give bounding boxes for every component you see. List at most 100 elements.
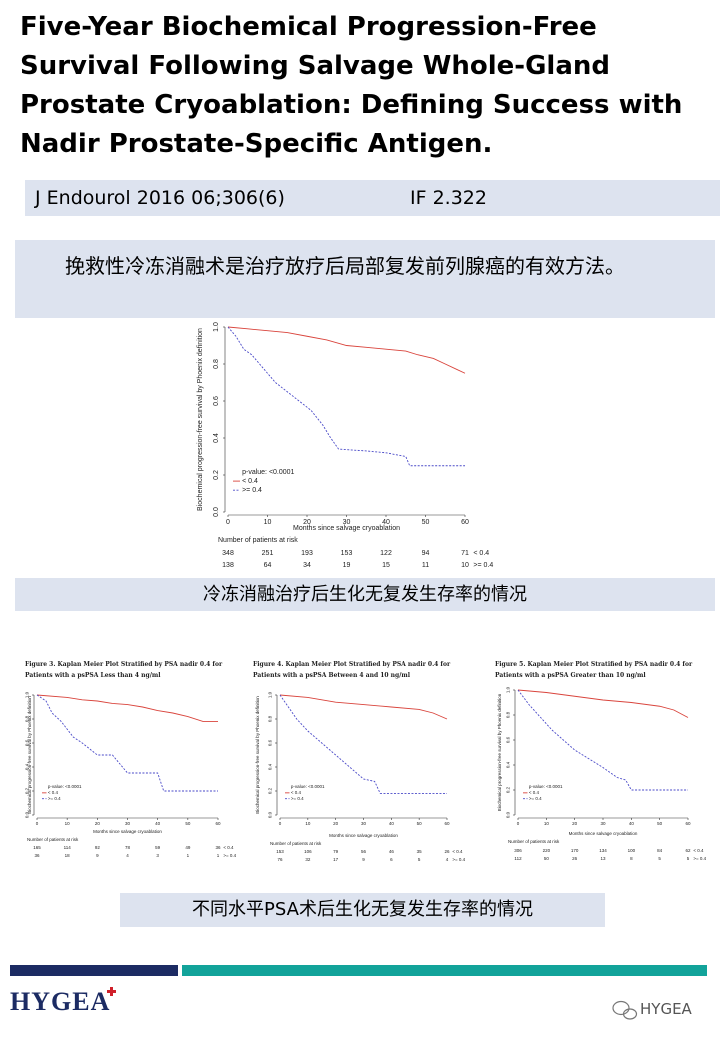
risk-value: 15 — [382, 562, 390, 569]
risk-title: Number of patients at risk — [270, 841, 322, 846]
legend-label: >= 0.4 — [242, 487, 262, 494]
risk-value: 94 — [422, 550, 430, 557]
x-tick-label: 0 — [36, 821, 39, 826]
summary: 挽救性冷冻消融术是治疗放疗后局部复发前列腺癌的有效方法。 — [15, 240, 715, 318]
x-tick-label: 30 — [361, 821, 367, 826]
x-axis-label: Months since salvage cryoablation — [93, 829, 162, 834]
risk-label: < 0.4 — [693, 848, 704, 853]
y-tick-label: 0.2 — [25, 787, 30, 794]
risk-value: 165 — [33, 845, 41, 850]
x-tick-label: 10 — [65, 821, 71, 826]
risk-value: 26 — [572, 856, 578, 861]
risk-value: 79 — [333, 849, 339, 854]
risk-value: 5 — [687, 856, 690, 861]
risk-value: 62 — [685, 848, 691, 853]
survival-curve — [36, 694, 218, 722]
y-tick-label: 0.4 — [213, 433, 220, 443]
title: Five-Year Biochemical Progression-Free S… — [20, 12, 683, 159]
risk-value: 26 — [444, 849, 450, 854]
y-tick-label: 0.0 — [268, 811, 273, 818]
risk-value: 100 — [628, 848, 636, 853]
risk-value: 64 — [264, 562, 272, 569]
logo: HYGEA — [10, 987, 111, 1016]
risk-value: 9 — [362, 857, 365, 862]
y-tick-label: 0.0 — [506, 811, 511, 818]
risk-value: 35 — [417, 849, 423, 854]
risk-label: < 0.4 — [223, 845, 234, 850]
x-tick-label: 0 — [226, 519, 230, 526]
risk-value: 3 — [156, 853, 159, 858]
risk-value: 10 — [461, 562, 469, 569]
risk-label: >= 0.4 — [452, 857, 465, 862]
risk-value: 8 — [630, 856, 633, 861]
risk-title: Number of patients at risk — [27, 837, 79, 842]
x-tick-label: 30 — [600, 821, 606, 826]
survival-curve — [517, 689, 688, 791]
risk-value: 84 — [657, 848, 663, 853]
risk-value: 1 — [187, 853, 190, 858]
risk-title: Number of patients at risk — [508, 839, 560, 844]
risk-value: 18 — [65, 853, 71, 858]
figure-title: Figure 3. Kaplan Meier Plot Stratified b… — [25, 661, 223, 679]
x-tick-label: 20 — [303, 519, 311, 526]
risk-value: 106 — [304, 849, 312, 854]
y-tick-label: 1.0 — [213, 322, 220, 332]
x-tick-label: 20 — [333, 821, 339, 826]
survival-curve — [36, 694, 218, 792]
risk-value: 4 — [446, 857, 449, 862]
survival-curve — [227, 326, 465, 467]
y-tick-label: 0.8 — [25, 715, 30, 722]
risk-value: 122 — [380, 550, 392, 557]
y-axis-label: Biochemical progression-free survival by… — [197, 328, 204, 511]
x-tick-label: 40 — [629, 821, 635, 826]
risk-value: 220 — [543, 848, 551, 853]
wechat-icon — [612, 1000, 638, 1020]
risk-label: < 0.4 — [452, 849, 463, 854]
risk-value: 11 — [422, 562, 429, 569]
risk-value: 153 — [276, 849, 284, 854]
risk-value: 251 — [262, 550, 274, 557]
risk-value: 76 — [277, 857, 283, 862]
x-tick-label: 50 — [185, 821, 191, 826]
risk-value: 34 — [303, 562, 311, 569]
x-tick-label: 10 — [305, 821, 311, 826]
y-tick-label: 0.2 — [213, 470, 220, 480]
legend-label: < 0.4 — [529, 790, 540, 795]
x-tick-label: 0 — [517, 821, 520, 826]
x-tick-label: 50 — [422, 519, 430, 526]
x-tick-label: 40 — [382, 519, 390, 526]
legend-label: < 0.4 — [291, 790, 302, 795]
risk-value: 348 — [222, 550, 234, 557]
x-tick-label: 40 — [155, 821, 161, 826]
citation-bar: J Endourol 2016 06;306(6) IF 2.322 — [25, 180, 720, 216]
survival-curve — [227, 326, 466, 374]
risk-value: 50 — [544, 856, 550, 861]
risk-value: 36 — [215, 845, 221, 850]
legend-label: < 0.4 — [242, 478, 258, 485]
x-axis-label: Months since salvage cryoablation — [293, 525, 400, 532]
x-tick-label: 50 — [417, 821, 423, 826]
survival-curve — [279, 694, 447, 794]
risk-label: >= 0.4 — [473, 562, 493, 569]
risk-value: 134 — [599, 848, 607, 853]
legend-title: p-value: <0.0001 — [242, 469, 294, 476]
risk-value: 17 — [333, 857, 339, 862]
legend-label: >= 0.4 — [291, 796, 304, 801]
risk-value: 193 — [301, 550, 313, 557]
x-tick-label: 0 — [279, 821, 282, 826]
y-tick-label: 1.0 — [268, 691, 273, 698]
x-tick-label: 20 — [572, 821, 578, 826]
risk-value: 112 — [514, 856, 522, 861]
caption: 冷冻消融治疗后生化无复发生存率的情况 — [15, 578, 715, 611]
risk-value: 71 — [461, 550, 469, 557]
x-tick-label: 30 — [343, 519, 351, 526]
y-tick-label: 0.0 — [25, 811, 30, 818]
y-tick-label: 1.0 — [25, 691, 30, 698]
watermark: HYGEA — [640, 1000, 692, 1018]
risk-value: 5 — [418, 857, 421, 862]
legend-title: p-value: <0.0001 — [291, 784, 325, 789]
y-tick-label: 0.0 — [213, 507, 220, 517]
y-tick-label: 0.2 — [506, 786, 511, 793]
y-tick-label: 0.8 — [506, 711, 511, 718]
